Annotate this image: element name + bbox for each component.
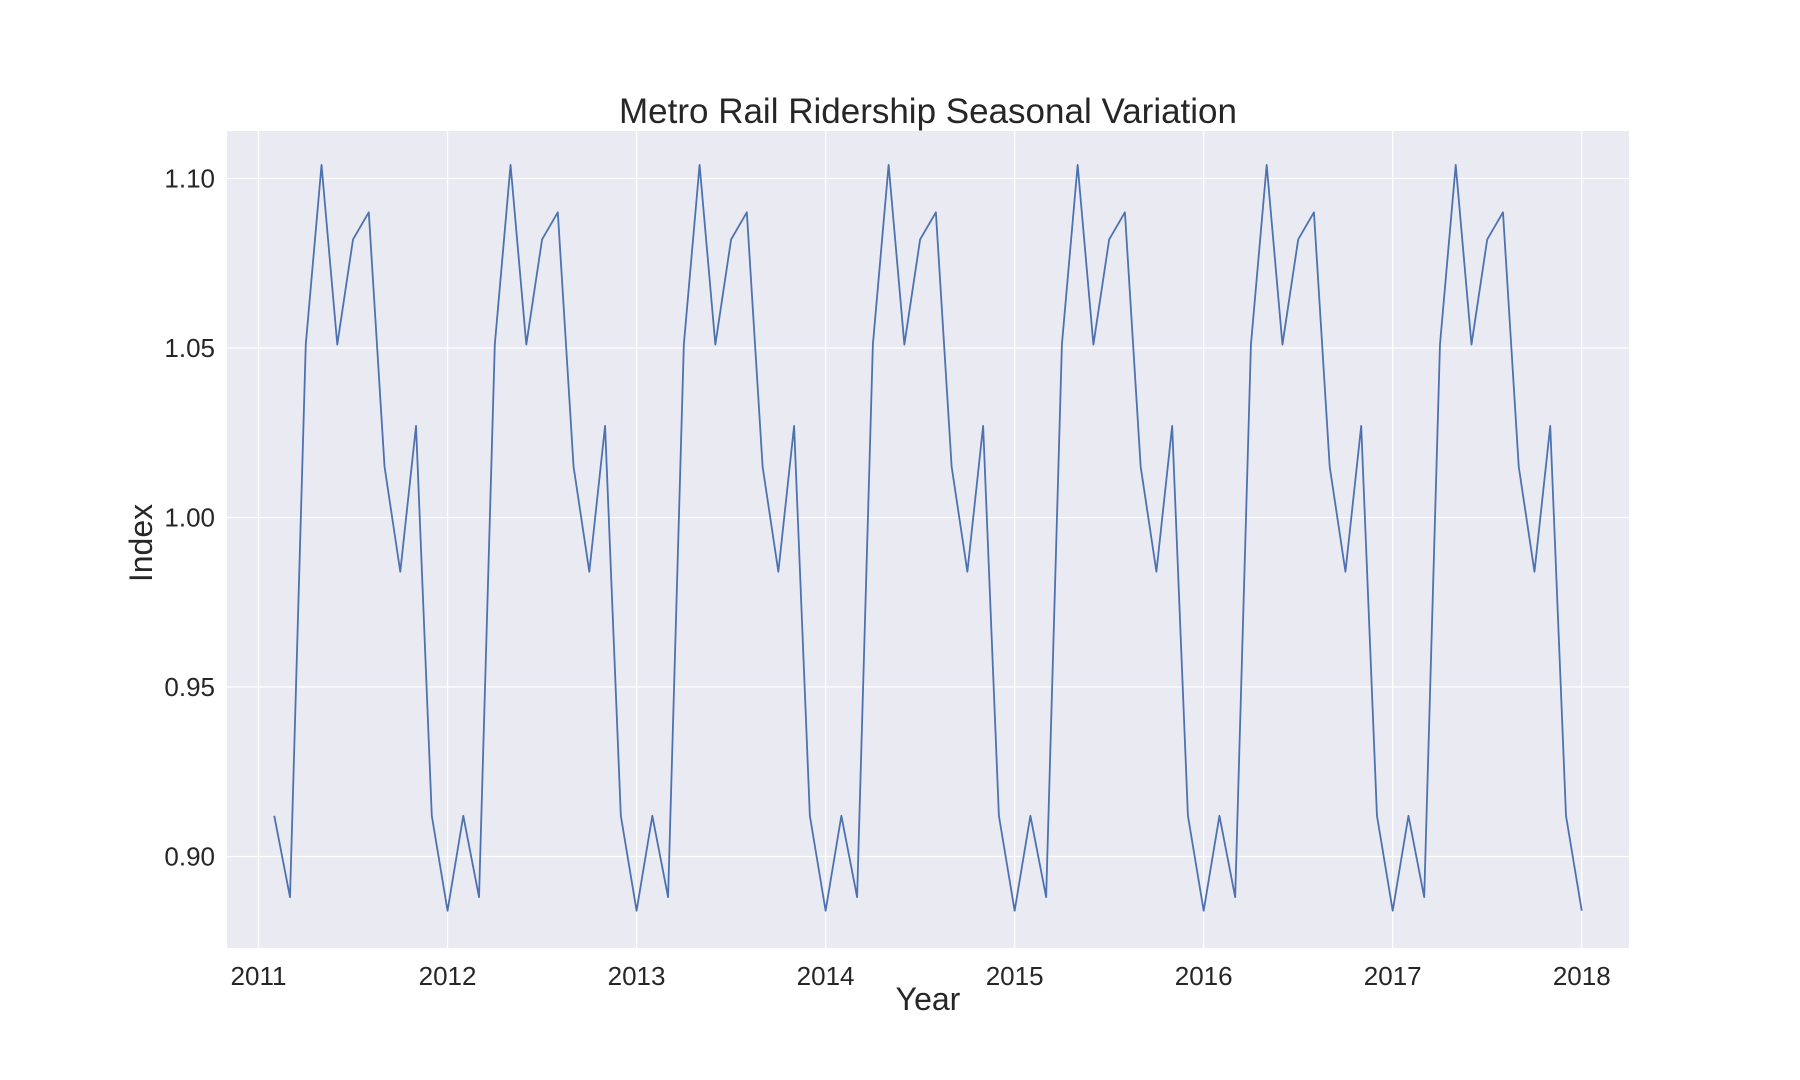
x-tick-label: 2012 (419, 961, 477, 991)
y-tick-label: 0.90 (164, 841, 215, 871)
y-tick-labels: 0.90 0.95 1.00 1.05 1.10 (164, 163, 215, 871)
x-tick-label: 2015 (986, 961, 1044, 991)
x-tick-label: 2016 (1175, 961, 1233, 991)
y-axis-label: Index (123, 504, 159, 582)
y-tick-label: 1.05 (164, 333, 215, 363)
x-tick-label: 2013 (608, 961, 666, 991)
x-tick-label: 2014 (797, 961, 855, 991)
x-tick-labels: 2011 2012 2013 2014 2015 2016 2017 2018 (231, 961, 1611, 991)
x-tick-label: 2011 (231, 961, 287, 991)
x-tick-label: 2017 (1364, 961, 1422, 991)
plot-area (227, 131, 1629, 948)
x-axis-label: Year (896, 981, 961, 1017)
y-tick-label: 1.00 (164, 502, 215, 532)
series-line (273, 164, 1583, 912)
chart-title: Metro Rail Ridership Seasonal Variation (619, 92, 1237, 131)
y-tick-label: 1.10 (164, 163, 215, 193)
x-tick-label: 2018 (1553, 961, 1611, 991)
y-tick-label: 0.95 (164, 672, 215, 702)
x-gridlines (257, 131, 1583, 948)
y-gridlines (227, 177, 1629, 858)
